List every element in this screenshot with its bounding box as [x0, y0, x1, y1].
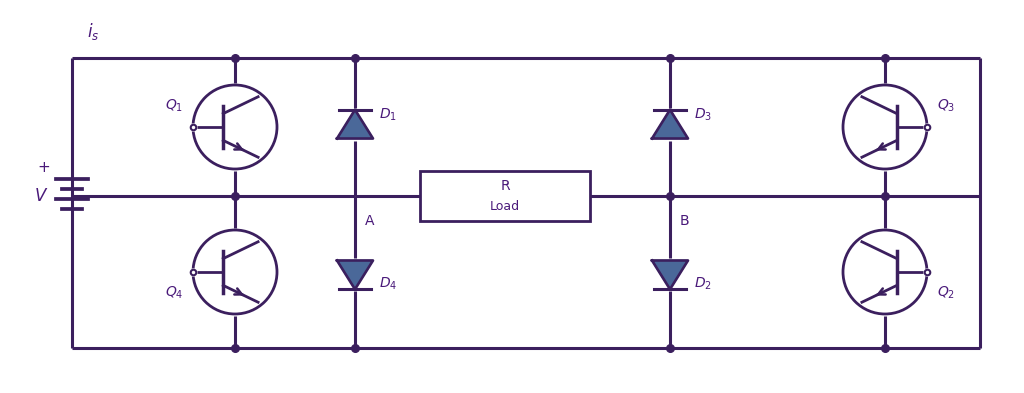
- Text: +: +: [38, 160, 50, 176]
- Text: $Q_3$: $Q_3$: [937, 98, 955, 114]
- Bar: [420, 171, 590, 221]
- Text: $D_3$: $D_3$: [694, 107, 712, 123]
- Text: $D_2$: $D_2$: [694, 276, 712, 292]
- Polygon shape: [652, 261, 688, 289]
- Polygon shape: [652, 110, 688, 138]
- Text: Load: Load: [489, 200, 520, 213]
- Text: $Q_4$: $Q_4$: [165, 285, 183, 301]
- Text: $i_s$: $i_s$: [87, 20, 99, 42]
- Text: A: A: [365, 214, 375, 228]
- Text: R: R: [500, 179, 510, 193]
- Text: B: B: [680, 214, 689, 228]
- Text: $D_1$: $D_1$: [379, 107, 397, 123]
- Text: $Q_2$: $Q_2$: [937, 285, 955, 301]
- Polygon shape: [337, 110, 373, 138]
- Text: $Q_1$: $Q_1$: [165, 98, 183, 114]
- Text: V: V: [35, 187, 46, 205]
- Text: $D_4$: $D_4$: [379, 276, 397, 292]
- Polygon shape: [337, 261, 373, 289]
